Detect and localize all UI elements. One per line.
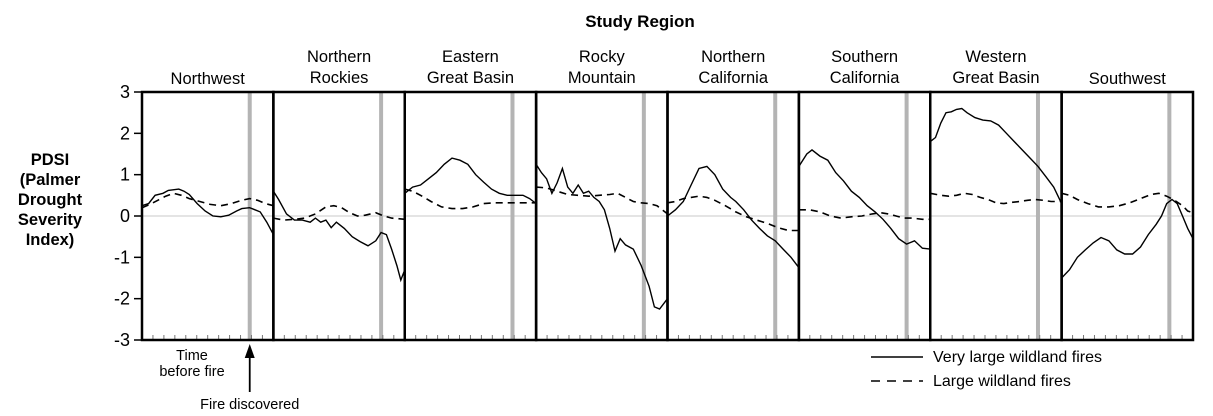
series-line-large-fires bbox=[536, 186, 668, 215]
panel-label: Mountain bbox=[568, 69, 636, 87]
series-line-large-fires bbox=[667, 195, 799, 232]
legend-label: Very large wildland fires bbox=[933, 349, 1102, 366]
y-tick-label: 2 bbox=[120, 123, 130, 143]
panel-label: Great Basin bbox=[427, 69, 514, 87]
y-tick-label: 3 bbox=[120, 82, 130, 102]
panel-label: Northern bbox=[701, 48, 765, 66]
series-line-large-fires bbox=[930, 192, 1062, 205]
y-tick-label: -2 bbox=[114, 289, 130, 309]
y-tick-label: 1 bbox=[120, 165, 130, 185]
series-line-large-fires bbox=[404, 188, 537, 210]
series-line-very-large-fires bbox=[404, 157, 537, 205]
panel-label: Rockies bbox=[310, 69, 369, 87]
panel-label: Great Basin bbox=[952, 69, 1039, 87]
series-line-large-fires bbox=[798, 209, 931, 221]
series-line-very-large-fires bbox=[929, 107, 1063, 204]
time-before-fire-label: before fire bbox=[159, 364, 224, 380]
panel-label: California bbox=[698, 69, 769, 87]
y-axis-label-line: PDSI bbox=[31, 151, 70, 169]
series-line-large-fires bbox=[273, 204, 405, 221]
y-axis-label-line: Drought bbox=[18, 191, 83, 209]
legend: Very large wildland fires Large wildland … bbox=[871, 349, 1102, 390]
series-line-very-large-fires bbox=[141, 188, 275, 235]
y-axis-label-line: Index) bbox=[26, 231, 75, 249]
time-before-fire-label: Time bbox=[176, 348, 208, 364]
y-axis-label: PDSI (Palmer Drought Severity Index) bbox=[18, 151, 83, 249]
series-lines bbox=[141, 107, 1194, 310]
y-axis-label-line: (Palmer bbox=[20, 171, 81, 189]
fire-discovered-arrow-head bbox=[244, 344, 255, 358]
fire-discovery-markers bbox=[247, 92, 1172, 340]
panel-label: California bbox=[830, 69, 901, 87]
y-axis: 3 2 1 0 -1 -2 -3 bbox=[114, 82, 142, 350]
series-line-very-large-fires bbox=[535, 163, 669, 310]
series-line-very-large-fires bbox=[1061, 198, 1194, 279]
panel-label: Western bbox=[965, 48, 1026, 66]
panel-label: Northwest bbox=[171, 70, 246, 88]
y-tick-label: -3 bbox=[114, 330, 130, 350]
panel-label: Southern bbox=[831, 48, 898, 66]
panel-labels: Northwest Northern Rockies Eastern Great Bas… bbox=[171, 48, 1167, 88]
fire-discovered-label: Fire discovered bbox=[200, 397, 299, 413]
panel-label: Southwest bbox=[1089, 70, 1166, 88]
series-line-large-fires bbox=[141, 192, 274, 209]
panel-label: Eastern bbox=[442, 48, 499, 66]
series-line-very-large-fires bbox=[667, 165, 800, 269]
panel-label: Rocky bbox=[579, 48, 626, 66]
panel-frame bbox=[1060, 90, 1195, 342]
y-axis-label-line: Severity bbox=[18, 211, 83, 229]
panel-label: Northern bbox=[307, 48, 371, 66]
legend-label: Large wildland fires bbox=[933, 373, 1071, 390]
panel-frames bbox=[140, 90, 1195, 342]
y-tick-label: 0 bbox=[120, 206, 130, 226]
series-line-very-large-fires bbox=[272, 190, 406, 283]
y-tick-label: -1 bbox=[114, 247, 130, 267]
series-line-large-fires bbox=[1061, 192, 1194, 214]
series-line-very-large-fires bbox=[798, 149, 931, 250]
chart-title: Study Region bbox=[585, 12, 695, 31]
